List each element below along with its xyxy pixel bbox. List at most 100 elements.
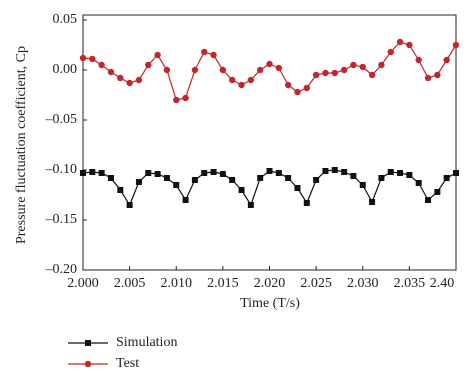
x-tick-label: 2.010 (161, 276, 193, 291)
data-point (145, 170, 152, 176)
data-point (117, 74, 124, 82)
data-point (378, 175, 385, 181)
data-point (378, 61, 385, 69)
y-tick-label: –0.20 (45, 262, 78, 277)
data-point (154, 51, 161, 59)
legend-marker (85, 340, 91, 346)
y-tick-label: –0.05 (45, 112, 78, 127)
data-point (201, 48, 208, 56)
data-point (266, 168, 273, 174)
data-point (387, 48, 394, 56)
data-point (135, 76, 143, 84)
x-tick-label: 2.035 (394, 276, 426, 291)
data-point (238, 187, 245, 193)
data-point (210, 169, 217, 175)
data-point (294, 88, 301, 96)
legend-label: Simulation (116, 335, 177, 350)
data-point (275, 170, 282, 176)
data-point (368, 71, 376, 79)
x-tick-label: 2.020 (254, 276, 286, 291)
data-point (229, 177, 236, 183)
data-point (98, 61, 105, 69)
data-point (425, 197, 432, 203)
data-point (229, 76, 236, 84)
data-point (117, 187, 124, 193)
data-point (107, 175, 114, 181)
data-point (219, 66, 227, 74)
data-point (191, 66, 199, 74)
data-point (453, 170, 459, 176)
data-point (313, 177, 320, 183)
data-point (434, 71, 441, 79)
data-point (98, 170, 105, 176)
data-point (359, 182, 366, 188)
data-point (340, 66, 348, 74)
data-point (80, 170, 86, 176)
data-point (424, 74, 432, 82)
data-point (163, 66, 171, 74)
data-point (452, 41, 460, 49)
data-point (173, 96, 180, 104)
data-point (182, 94, 189, 102)
data-point (341, 169, 348, 175)
data-point (285, 175, 292, 181)
data-point (182, 197, 189, 203)
data-point (173, 182, 180, 188)
legend-marker (84, 360, 92, 368)
x-tick-label: 2.015 (207, 276, 239, 291)
data-point (89, 55, 96, 63)
data-point (443, 56, 450, 64)
data-point (284, 81, 292, 89)
data-point (126, 79, 133, 87)
data-point (397, 170, 404, 176)
data-point (107, 68, 115, 76)
data-point (303, 200, 310, 206)
y-tick-label: 0.00 (53, 62, 78, 77)
data-point (247, 202, 254, 208)
y-tick-label: 0.05 (53, 12, 78, 27)
data-point (415, 180, 422, 186)
data-point (145, 61, 152, 69)
x-tick-label: 2.030 (347, 276, 379, 291)
data-point (89, 169, 96, 175)
plot-frame (82, 14, 457, 271)
data-point (79, 54, 87, 62)
series-line (82, 41, 457, 101)
data-point (322, 69, 329, 77)
data-point (312, 71, 320, 79)
data-point (396, 38, 404, 46)
data-point (350, 61, 357, 69)
data-point (126, 202, 133, 208)
data-point (163, 175, 170, 181)
data-point (303, 84, 310, 92)
legend-label: Test (116, 356, 139, 371)
data-point (257, 175, 264, 181)
data-point (219, 171, 226, 177)
data-point (294, 185, 301, 191)
data-point (201, 170, 208, 176)
data-point (256, 66, 264, 74)
y-tick-label: –0.15 (45, 212, 78, 227)
y-tick-label: –0.10 (45, 162, 78, 177)
y-axis-label: Pressure fluctuation coefficient, Cp (14, 46, 29, 244)
data-point (350, 173, 357, 179)
x-tick-label: 2.025 (300, 276, 332, 291)
x-tick-label: 2.40 (430, 276, 455, 291)
x-tick-label: 2.000 (67, 276, 99, 291)
data-point (210, 51, 217, 59)
data-point (135, 179, 142, 185)
data-point (331, 167, 338, 173)
data-point (415, 56, 422, 64)
data-point (266, 60, 273, 68)
data-point (154, 171, 161, 177)
data-point (322, 168, 329, 174)
x-tick-label: 2.005 (114, 276, 146, 291)
data-point (406, 172, 413, 178)
data-point (406, 41, 413, 49)
data-point (359, 63, 366, 71)
data-point (387, 169, 394, 175)
x-axis-label: Time (T/s) (240, 296, 300, 311)
data-point (191, 177, 198, 183)
